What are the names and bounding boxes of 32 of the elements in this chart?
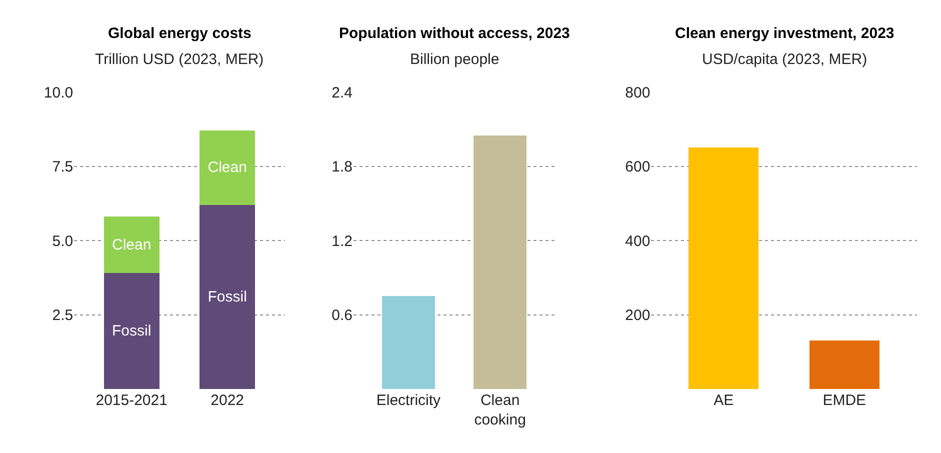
bar: [104, 216, 160, 274]
chart-subtitle: Trillion USD (2023, MER): [95, 51, 264, 68]
y-tick-label: 10.0: [44, 84, 74, 102]
y-tick-label: 7.5: [52, 158, 74, 176]
y-tick-label: 400: [625, 232, 650, 250]
y-tick-label: 200: [625, 307, 650, 324]
y-tick-label: 1.8: [332, 158, 352, 176]
chart-title: Population without access, 2023: [339, 25, 570, 42]
series-label: Clean: [112, 236, 152, 254]
x-tick-label: Clean cooking: [474, 392, 526, 428]
x-tick-label: AE: [714, 392, 734, 409]
x-tick-label: 2022: [210, 392, 244, 409]
chart-subtitle: USD/capita (2023, MER): [702, 51, 868, 68]
y-tick-label: 5.0: [52, 232, 74, 250]
bar: [200, 204, 256, 389]
text: Fossil: [208, 288, 247, 306]
y-tick-label: 600: [625, 158, 650, 176]
y-tick-label: 1.2: [332, 232, 352, 250]
text: Clean: [208, 159, 247, 176]
y-tick-label: 2.4: [332, 84, 352, 102]
chart-subtitle: Billion people: [410, 51, 500, 68]
y-tick-label: 2.5: [52, 307, 74, 324]
bar: [200, 130, 256, 205]
chart-title: Global energy costs: [108, 25, 252, 42]
chart-title: Clean energy investment, 2023: [675, 25, 894, 42]
y-tick-label: 0.6: [332, 307, 352, 324]
x-tick-label: Electricity: [376, 392, 442, 409]
series-label: Fossil: [112, 322, 152, 340]
bar: [104, 273, 160, 389]
y-tick-label: 800: [625, 84, 650, 102]
x-tick-label: EMDE: [822, 392, 866, 409]
x-tick-label: 2015-2021: [96, 392, 168, 409]
